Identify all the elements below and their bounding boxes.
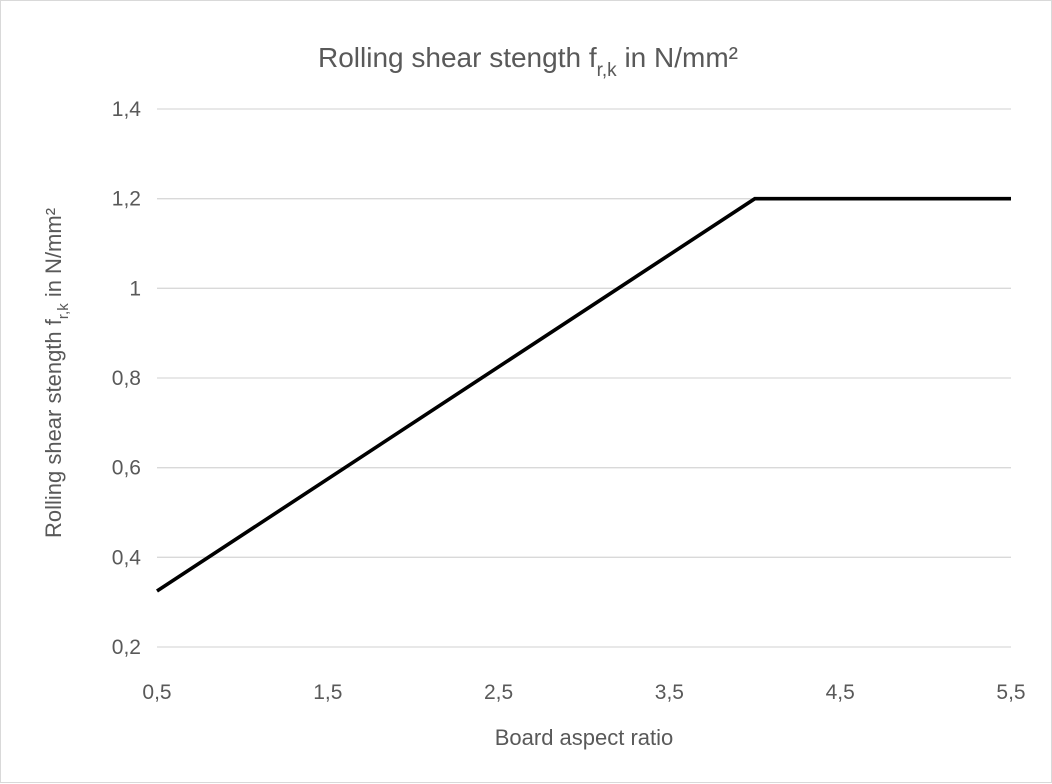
x-tick-label: 0,5: [142, 681, 171, 704]
y-tick-label: 0,4: [112, 546, 142, 569]
y-tick-label: 0,6: [112, 457, 141, 480]
y-tick-labels: 0,2 0,4 0,6 0,8 1 1,2 1,4: [112, 98, 142, 659]
y-tick-label: 1,4: [112, 98, 142, 121]
x-tick-label: 5,5: [996, 681, 1025, 704]
chart-title-unit: in N/mm²: [617, 42, 738, 73]
y-tick-label: 0,8: [112, 367, 141, 390]
y-axis-title-unit: in N/mm²: [41, 208, 66, 303]
gridlines: [157, 108, 1011, 648]
x-tick-label: 3,5: [655, 681, 684, 704]
x-tick-label: 4,5: [826, 681, 855, 704]
series-line-0: [156, 196, 1011, 593]
y-tick-label: 1: [129, 277, 141, 300]
x-axis-title: Board aspect ratio: [495, 725, 674, 750]
y-axis-title-main: Rolling shear stength f: [41, 318, 66, 538]
y-axis-title-subscript: r,k: [55, 303, 72, 319]
x-tick-label: 1,5: [313, 681, 342, 704]
y-axis-title: Rolling shear stength fr,k in N/mm²: [41, 208, 72, 538]
series-group: [156, 196, 1011, 593]
x-tick-label: 2,5: [484, 681, 513, 704]
chart-title: Rolling shear stength fr,k in N/mm²: [318, 42, 738, 81]
y-tick-label: 1,2: [112, 188, 141, 211]
y-tick-label: 0,2: [112, 636, 141, 659]
chart-title-subscript: r,k: [597, 60, 618, 81]
x-tick-labels: 0,5 1,5 2,5 3,5 4,5 5,5: [142, 681, 1025, 704]
chart-title-main: Rolling shear stength f: [318, 42, 597, 73]
